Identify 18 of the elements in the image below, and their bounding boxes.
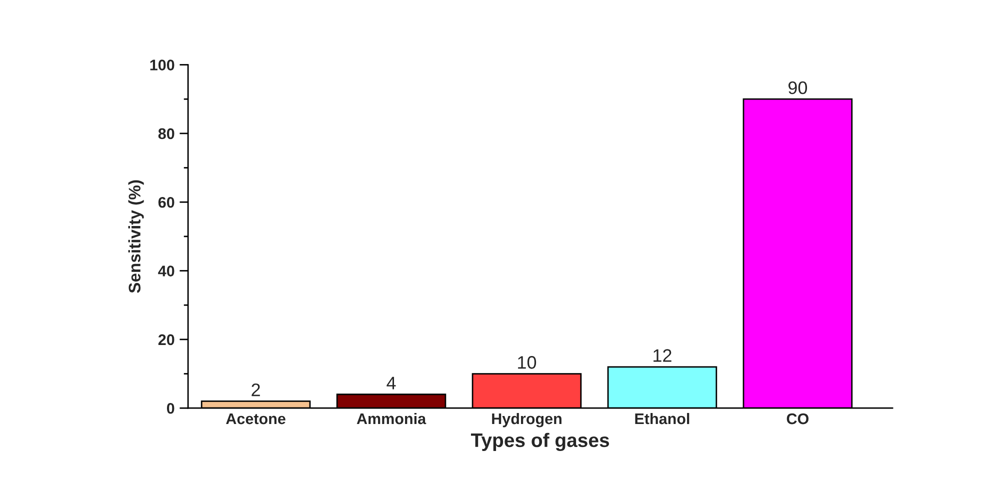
data-label: 2 [252,383,260,396]
x-tick-label: Hydrogen [492,412,562,428]
x-tick-label: Acetone [226,414,286,424]
y-tick-label: 0 [166,402,174,414]
y-tick-label: 20 [158,334,174,346]
data-label: 90 [788,81,808,94]
data-label: 10 [518,356,536,369]
x-axis-title: Types of gases [470,432,610,452]
x-tick-label: Ammonia [356,412,426,424]
y-tick-label: 60 [158,196,174,208]
y-tick-label: 100 [150,60,174,70]
y-tick-label: 80 [158,128,174,140]
y-axis-title: Sensitivity (%) [128,180,144,293]
y-tick-label: 40 [158,266,174,276]
data-label: 4 [386,376,396,390]
data-label: 12 [654,349,672,362]
x-tick-label: CO [786,413,808,424]
x-tick-label: Ethanol [635,412,690,424]
